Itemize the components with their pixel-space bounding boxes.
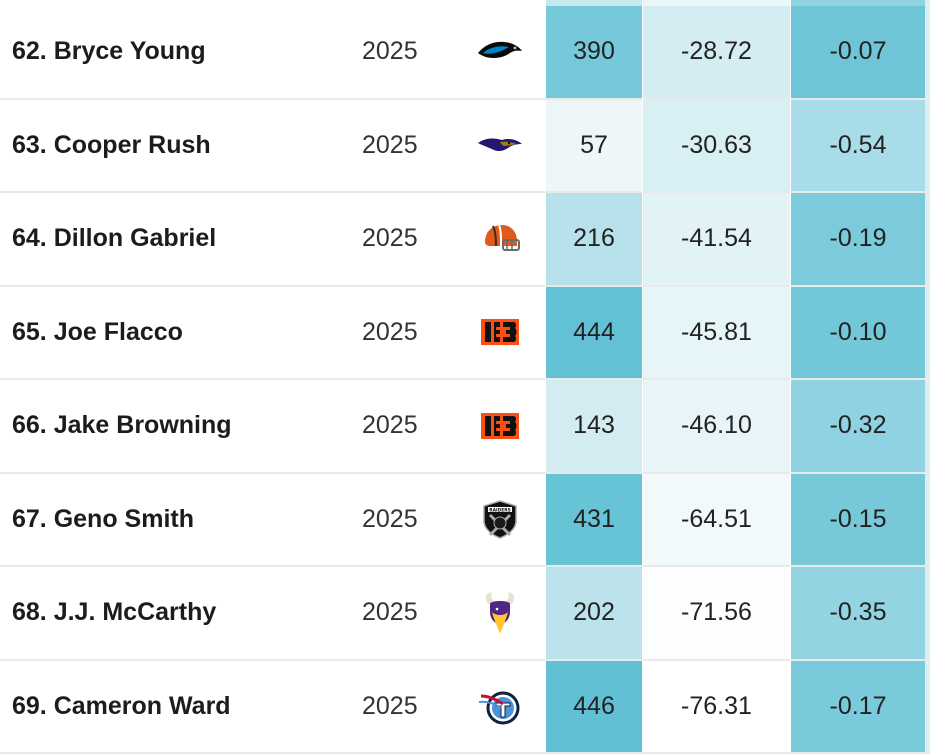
right-edge-strip xyxy=(925,661,930,753)
player-name-link[interactable]: 66. Jake Browning xyxy=(12,380,342,472)
ravens-logo-icon xyxy=(474,100,526,192)
player-name-link[interactable]: 69. Cameron Ward xyxy=(12,661,342,753)
stat-cell-2: -76.31 xyxy=(643,661,790,753)
right-edge-strip xyxy=(925,193,930,285)
right-edge-strip xyxy=(925,6,930,98)
titans-logo-icon xyxy=(474,661,526,753)
stat-cell-2: -46.10 xyxy=(643,380,790,472)
season-year: 2025 xyxy=(362,474,432,566)
stat-cell-2: -41.54 xyxy=(643,193,790,285)
bengals-logo-icon xyxy=(474,287,526,379)
stat-cell-3: -0.54 xyxy=(791,100,925,192)
stat-cell-3: -0.15 xyxy=(791,474,925,566)
player-name-link[interactable]: 64. Dillon Gabriel xyxy=(12,193,342,285)
stat-cell-1: 390 xyxy=(546,6,642,98)
stat-cell-3: -0.17 xyxy=(791,661,925,753)
season-year: 2025 xyxy=(362,287,432,379)
stat-cell-2: -30.63 xyxy=(643,100,790,192)
column-separator xyxy=(642,0,643,750)
stat-cell-3: -0.35 xyxy=(791,567,925,659)
column-separator xyxy=(790,0,791,750)
stat-cell-1: 216 xyxy=(546,193,642,285)
svg-text:RAIDERS: RAIDERS xyxy=(489,508,511,514)
browns-logo-icon xyxy=(474,193,526,285)
right-edge-strip xyxy=(925,380,930,472)
stat-cell-1: 446 xyxy=(546,661,642,753)
stat-cell-3: -0.32 xyxy=(791,380,925,472)
stat-cell-1: 444 xyxy=(546,287,642,379)
stat-cell-1: 143 xyxy=(546,380,642,472)
stat-cell-1: 57 xyxy=(546,100,642,192)
right-edge-strip xyxy=(925,287,930,379)
stat-cell-2: -45.81 xyxy=(643,287,790,379)
vikings-logo-icon xyxy=(474,567,526,659)
stat-cell-3: -0.07 xyxy=(791,6,925,98)
season-year: 2025 xyxy=(362,380,432,472)
season-year: 2025 xyxy=(362,6,432,98)
stat-cell-1: 431 xyxy=(546,474,642,566)
player-name-link[interactable]: 68. J.J. McCarthy xyxy=(12,567,342,659)
season-year: 2025 xyxy=(362,661,432,753)
stat-cell-1: 202 xyxy=(546,567,642,659)
panthers-logo-icon xyxy=(474,6,526,98)
player-name-link[interactable]: 67. Geno Smith xyxy=(12,474,342,566)
season-year: 2025 xyxy=(362,100,432,192)
player-name-link[interactable]: 65. Joe Flacco xyxy=(12,287,342,379)
stat-cell-2: -28.72 xyxy=(643,6,790,98)
bengals-logo-icon xyxy=(474,380,526,472)
stat-cell-2: -64.51 xyxy=(643,474,790,566)
right-edge-strip xyxy=(925,100,930,192)
right-edge-strip xyxy=(925,567,930,659)
right-edge-strip xyxy=(925,474,930,566)
stat-cell-3: -0.19 xyxy=(791,193,925,285)
player-name-link[interactable]: 63. Cooper Rush xyxy=(12,100,342,192)
player-name-link[interactable]: 62. Bryce Young xyxy=(12,6,342,98)
stat-cell-3: -0.10 xyxy=(791,287,925,379)
season-year: 2025 xyxy=(362,567,432,659)
season-year: 2025 xyxy=(362,193,432,285)
raiders-logo-icon: RAIDERS xyxy=(474,474,526,566)
stat-cell-2: -71.56 xyxy=(643,567,790,659)
